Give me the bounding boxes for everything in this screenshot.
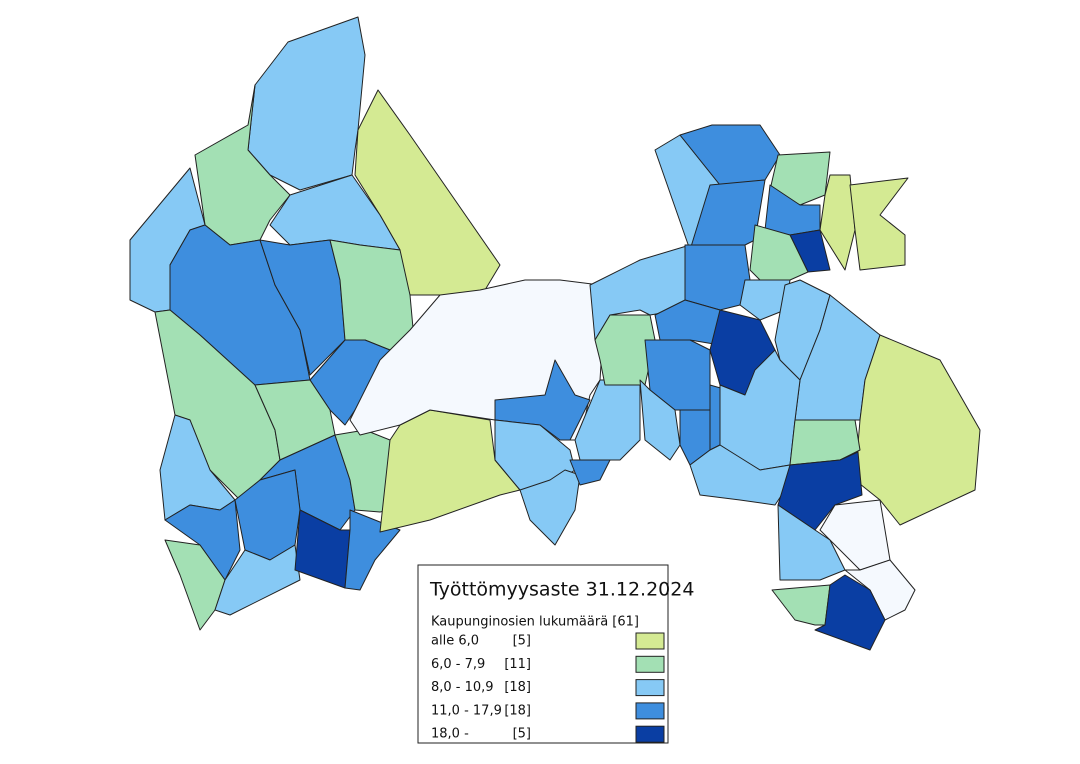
legend-box [417,564,669,744]
legend-count: [5] [513,727,531,742]
district [519,469,581,546]
district [569,459,611,486]
legend: Työttömyysaste 31.12.2024 Kaupunginosien… [417,564,694,744]
district [684,244,751,311]
district [771,584,831,626]
legend-label: 18,0 - [431,727,469,742]
district [247,16,366,191]
district [849,177,909,271]
legend-count: [18] [504,680,531,695]
legend-count: [11] [504,657,531,672]
district [819,174,856,271]
legend-count: [18] [504,703,531,718]
district [789,419,861,466]
district [854,334,981,526]
legend-label: 6,0 - 7,9 [431,657,485,672]
legend-label: alle 6,0 [431,634,479,649]
legend-swatch [635,655,665,673]
legend-subtitle: Kaupunginosien lukumäärä [61] [431,615,639,630]
legend-label: 8,0 - 10,9 [431,680,494,695]
district [814,574,886,651]
legend-swatch [635,702,665,720]
legend-count: [5] [513,634,531,649]
legend-swatch [635,725,665,743]
district [769,151,831,206]
legend-title: Työttömyysaste 31.12.2024 [429,579,694,601]
legend-swatch [635,679,665,697]
legend-label: 11,0 - 17,9 [431,703,502,718]
legend-swatch [635,632,665,650]
